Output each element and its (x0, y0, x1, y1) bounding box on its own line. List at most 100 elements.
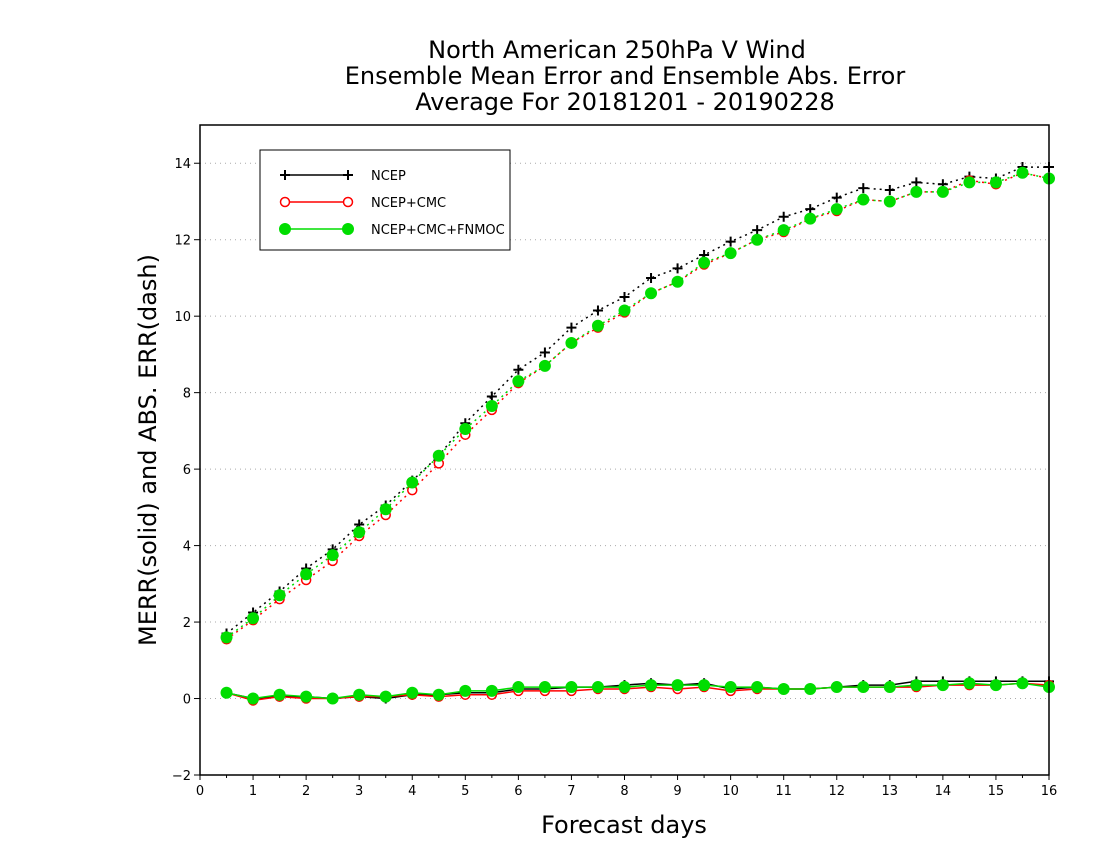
legend-item-ncep: NCEP (280, 169, 406, 184)
y-tick-label: 14 (174, 157, 191, 172)
legend-box (259, 149, 511, 251)
abs-err-point (539, 347, 550, 358)
mean-err-point (671, 679, 684, 692)
legend-marker (279, 223, 291, 235)
x-tick-label: 13 (882, 784, 899, 799)
mean-err-point (936, 679, 949, 692)
x-tick-label: 6 (514, 784, 522, 799)
abs-err-point (698, 256, 711, 269)
legend-label: NCEP+CMC+FNMOC (371, 223, 505, 238)
plot-frame (199, 124, 1050, 776)
mean-err-point (857, 681, 870, 694)
mean-err-point (1016, 677, 1029, 690)
x-tick-label: 5 (461, 784, 469, 799)
x-tick-label: 3 (355, 784, 363, 799)
mean-err-point (220, 686, 233, 699)
legend-marker (280, 170, 290, 180)
legend: NCEP NCEP+CMC NCEP+CMC+FNMOC (259, 149, 511, 251)
abs-err-point (592, 305, 603, 316)
abs-err-point (300, 568, 313, 581)
mean-err-point (963, 677, 976, 690)
x-tick-label: 9 (673, 784, 681, 799)
abs-err-point (619, 292, 630, 303)
x-tick-label: 2 (302, 784, 310, 799)
y-tick-label: 12 (174, 234, 191, 249)
series-layer (220, 162, 1055, 706)
y-tick-label: 0 (183, 693, 191, 708)
chart-title-line-2: Ensemble Mean Error and Ensemble Abs. Er… (345, 62, 906, 90)
x-axis-title: Forecast days (541, 811, 707, 839)
abs-err-point (618, 304, 631, 317)
mean-err-point (645, 679, 658, 692)
mean-err-point (432, 688, 445, 701)
abs-err-point (883, 195, 896, 208)
mean-err-point (512, 681, 525, 694)
abs-err-point (884, 185, 895, 195)
y-tick-label: 2 (183, 616, 191, 631)
abs-err-point (936, 185, 949, 198)
abs-err-point (485, 400, 498, 413)
mean-err-line-ncep-cmc-fnmoc (226, 682, 1050, 700)
x-tick-label: 8 (620, 784, 628, 799)
abs-err-point (1016, 166, 1029, 179)
legend-label: NCEP (371, 169, 406, 184)
mean-err-point (406, 686, 419, 699)
legend-marker (342, 196, 354, 208)
x-tick-label: 11 (775, 784, 792, 799)
abs-err-point (911, 177, 922, 188)
legend-item-ncep-cmc-fnmoc: NCEP+CMC+FNMOC (279, 223, 505, 238)
abs-err-point (805, 204, 816, 215)
abs-err-point (804, 212, 817, 225)
abs-err-point (672, 263, 683, 274)
x-tick-label: 0 (196, 784, 204, 799)
abs-err-point (512, 375, 525, 388)
abs-err-point (273, 589, 286, 602)
chart-title-line-3: Average For 20181201 - 20190228 (415, 88, 835, 116)
x-tick-label: 7 (567, 784, 575, 799)
abs-err-point (486, 391, 497, 402)
abs-err-point (513, 364, 524, 375)
abs-err-line-ncep (226, 166, 1049, 635)
abs-err-point (830, 203, 843, 216)
abs-err-point (752, 225, 763, 236)
abs-err-point (353, 526, 366, 539)
x-tick-label: 12 (828, 784, 845, 799)
x-tick-label: 1 (249, 784, 257, 799)
mean-err-point (300, 690, 313, 703)
mean-err-point (804, 682, 817, 695)
abs-err-point (591, 319, 604, 332)
abs-err-point (566, 322, 577, 333)
abs-err-point (432, 449, 445, 462)
mean-err-point (751, 681, 764, 694)
mean-err-point (247, 692, 260, 705)
mean-err-point (353, 688, 366, 701)
abs-err-point (777, 224, 790, 237)
mean-err-point (618, 681, 631, 694)
series-ncep-cmc-fnmoc (220, 166, 1055, 705)
mean-err-point (379, 690, 392, 703)
abs-err-point (910, 185, 923, 198)
abs-err-point (379, 503, 392, 516)
abs-err-point (751, 233, 764, 246)
abs-err-point (326, 549, 339, 562)
abs-err-point (724, 247, 737, 260)
y-tick-label: 8 (183, 387, 191, 402)
abs-err-point (778, 211, 789, 222)
legend-label: NCEP+CMC (371, 196, 446, 211)
legend-marker (343, 170, 353, 180)
mean-err-point (777, 682, 790, 695)
legend-marker (279, 196, 291, 208)
y-tick-label: 6 (183, 463, 191, 478)
x-tick-label: 16 (1041, 784, 1058, 799)
abs-err-point (671, 275, 684, 288)
abs-err-point (963, 176, 976, 189)
abs-err-point (646, 272, 657, 283)
legend-item-ncep-cmc: NCEP+CMC (279, 196, 446, 211)
legend-marker (342, 223, 354, 235)
y-axis-title: MERR(solid) and ABS. ERR(dash) (134, 254, 162, 646)
mean-err-point (724, 681, 737, 694)
chart-title: North American 250hPa V Wind Ensemble Me… (345, 36, 906, 116)
mean-err-point (565, 681, 578, 694)
abs-err-point (857, 193, 870, 206)
